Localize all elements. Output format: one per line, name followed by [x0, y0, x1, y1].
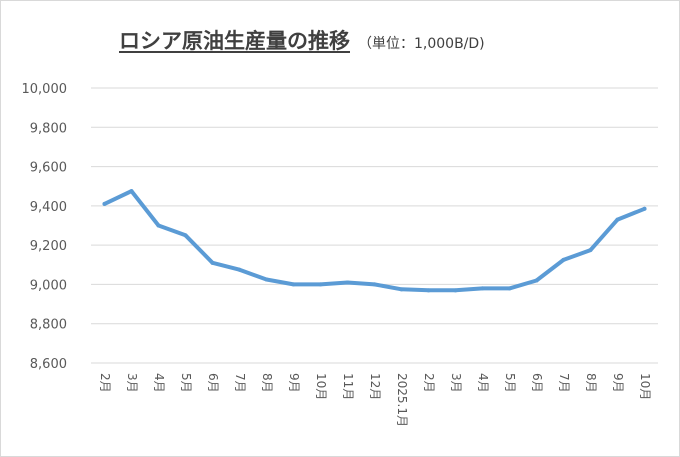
x-tick-label: 2月 — [98, 373, 112, 393]
x-tick-label: 9月 — [287, 373, 301, 393]
data-point — [183, 233, 188, 238]
x-tick-label: 5月 — [503, 373, 517, 393]
data-point — [102, 201, 107, 206]
data-point — [615, 217, 620, 222]
data-point — [588, 248, 593, 253]
data-point — [372, 282, 377, 287]
y-tick-label: 8,600 — [30, 357, 67, 372]
x-tick-label: 9月 — [611, 373, 625, 393]
x-tick-label: 4月 — [476, 373, 490, 393]
y-tick-label: 9,600 — [30, 161, 67, 176]
x-tick-label: 6月 — [530, 373, 544, 393]
data-point — [399, 287, 404, 292]
y-tick-label: 9,400 — [30, 200, 67, 215]
y-tick-label: 9,800 — [30, 121, 67, 136]
data-point — [264, 277, 269, 282]
data-point — [642, 206, 647, 211]
data-point — [156, 223, 161, 228]
y-tick-label: 10,000 — [22, 82, 68, 97]
y-tick-label: 8,800 — [30, 318, 67, 333]
y-tick-label: 9,000 — [30, 278, 67, 293]
x-tick-label: 2025.1月 — [395, 373, 409, 427]
x-tick-label: 7月 — [557, 373, 571, 393]
y-tick-label: 9,200 — [30, 239, 67, 254]
data-point — [345, 280, 350, 285]
data-point — [561, 257, 566, 262]
x-tick-label: 8月 — [584, 373, 598, 393]
x-tick-label: 10月 — [314, 373, 328, 400]
chart-unit-subtitle: （単位：1,000B/D) — [358, 36, 485, 52]
title-row: ロシア原油生産量の推移 （単位：1,000B/D) — [119, 25, 485, 55]
x-tick-label: 7月 — [233, 373, 247, 393]
x-tick-label: 11月 — [341, 373, 355, 400]
x-tick-label: 10月 — [638, 373, 652, 400]
x-tick-label: 2月 — [422, 373, 436, 393]
chart-title: ロシア原油生産量の推移 — [119, 29, 350, 53]
data-point — [318, 282, 323, 287]
x-tick-label: 5月 — [179, 373, 193, 393]
data-point — [426, 288, 431, 293]
data-point — [534, 278, 539, 283]
x-tick-label: 12月 — [368, 373, 382, 400]
x-tick-label: 3月 — [449, 373, 463, 393]
x-tick-label: 8月 — [260, 373, 274, 393]
x-tick-label: 3月 — [125, 373, 139, 393]
data-point — [210, 260, 215, 265]
data-point — [129, 189, 134, 194]
data-point — [507, 286, 512, 291]
x-tick-label: 6月 — [206, 373, 220, 393]
data-point — [291, 282, 296, 287]
data-point — [237, 267, 242, 272]
data-point — [480, 286, 485, 291]
data-point — [453, 288, 458, 293]
x-tick-label: 4月 — [152, 373, 166, 393]
